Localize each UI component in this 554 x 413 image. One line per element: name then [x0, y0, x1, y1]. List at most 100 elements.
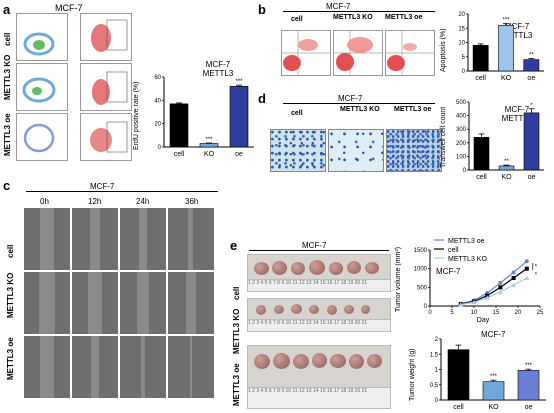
- panel-e-row-oe: METTL3 oe: [232, 363, 241, 406]
- panel-d-label: d: [258, 91, 266, 106]
- scratch-oe-24h: [120, 336, 166, 398]
- bar-KO: [498, 165, 515, 171]
- panel-b-col-cell: cell: [291, 16, 303, 23]
- significance-mark: ***: [525, 363, 533, 369]
- significance-mark: ***: [490, 374, 498, 380]
- chart-b-plot: 0 5 10 15 20 cell *** KO ** oe: [458, 12, 544, 82]
- x-tick-label: cell: [476, 174, 487, 181]
- y-tick-label: 1000: [414, 267, 428, 273]
- y-tick-label: 15: [458, 26, 465, 32]
- bar-cell: [473, 137, 490, 171]
- data-point: [524, 259, 529, 264]
- significance-mark: **: [504, 159, 509, 165]
- chart-e-weight-ylabel: Tumor weight (g): [409, 348, 416, 401]
- significance-mark: *: [535, 264, 538, 270]
- chart-e-weight-plot: 0 0.5 1 1.5 2 cell *** KO *** oe: [430, 337, 546, 411]
- panel-c-label: c: [3, 178, 11, 193]
- panel-e-row-ko: METTL3 KO: [232, 308, 241, 354]
- data-point: [511, 270, 516, 275]
- panel-c-time-0h: 0h: [40, 197, 49, 206]
- x-tick-label: oe: [527, 75, 535, 82]
- panel-c-row-ko: METTL3 KO: [6, 272, 15, 318]
- panel-d-col-cell: cell: [291, 110, 303, 117]
- x-tick-label: cell: [174, 151, 185, 158]
- flow-plot-b-oe: [385, 30, 435, 76]
- flow-plot-a-cell-left: [16, 13, 68, 61]
- bar-oe: [517, 370, 540, 401]
- chart-b-title-1: MCF-7: [505, 22, 530, 31]
- panel-a-label: a: [3, 2, 11, 17]
- y-tick-label: 1.5: [430, 352, 439, 358]
- series-line-1: [460, 268, 528, 305]
- bar-oe: [523, 59, 540, 72]
- chart-b-svg: MCF-7 METTL3 Apoptosis (%) 0 5 10 15 20 cell *…: [440, 12, 544, 82]
- chart-e-volume-xlabel: Day: [477, 317, 490, 324]
- y-tick-label: 20: [458, 12, 465, 18]
- flow-plot-b-cell: [281, 30, 331, 76]
- panel-c-row-oe: METTL3 oe: [6, 337, 15, 380]
- bar-oe: [523, 112, 540, 171]
- x-tick-label: oe: [528, 174, 536, 181]
- data-point: [498, 280, 503, 285]
- tumor-photo-oe: 1 2 3 4 5 6 7 8 9 10 11 12 13 14 15 16 1…: [247, 345, 391, 409]
- significance-mark: ***: [235, 79, 243, 85]
- scratch-oe-36h: [168, 336, 214, 398]
- panel-c-time-36h: 36h: [185, 197, 199, 206]
- panel-a-row-cell: cell: [3, 32, 12, 46]
- legend-label: METTL3 KO: [448, 256, 487, 263]
- panel-c-row-cell: cell: [6, 244, 15, 258]
- flow-plot-a-ko-left: [16, 63, 68, 111]
- y-tick-label: 200: [456, 141, 467, 147]
- panel-c-time-12h: 12h: [88, 197, 102, 206]
- data-point: [498, 285, 503, 290]
- chart-a-plot: 0 20 40 60 cell *** KO *** oe: [154, 75, 254, 158]
- x-tick-label: oe: [235, 151, 243, 158]
- scratch-ko-36h: [168, 272, 214, 334]
- chart-e-weight-svg: Tumor weight (g) MCF-7 0 0.5 1 1.5 2 cell *** K…: [409, 330, 546, 411]
- x-tick-label: KO: [501, 75, 512, 82]
- x-tick-label: 20: [515, 310, 522, 316]
- data-point: [524, 266, 529, 271]
- data-point: [511, 282, 517, 288]
- significance-mark: ***: [502, 18, 510, 24]
- chart-d-title-2: METTL3: [502, 114, 533, 123]
- data-point: [511, 276, 516, 280]
- data-point: [484, 295, 490, 300]
- chart-d-title-1: MCF-7: [505, 105, 530, 114]
- chart-b-ylabel: Apoptosis (%): [440, 28, 447, 72]
- y-tick-label: 1500: [414, 248, 428, 254]
- legend-label: METTL3 oe: [448, 238, 485, 245]
- panel-e-title-rule: [249, 250, 389, 251]
- y-tick-label: 60: [154, 75, 161, 81]
- chart-a-svg: MCF-7 METTL3 ErdU positive rate (%) 0 20 4…: [133, 60, 254, 158]
- panel-b-title: MCF-7: [326, 2, 351, 11]
- significance-mark: *: [530, 103, 533, 109]
- chart-e-weight-inner-title: MCF-7: [481, 330, 506, 339]
- y-tick-label: 0: [424, 304, 428, 310]
- panel-d-col-ko: METTL3 KO: [340, 106, 380, 113]
- panel-c-title-rule: [26, 191, 218, 192]
- scratch-ko-12h: [72, 272, 118, 334]
- y-tick-label: 40: [154, 98, 161, 104]
- chart-a-title-1: MCF-7: [206, 60, 231, 69]
- significance-mark: ***: [205, 137, 213, 143]
- panel-b-col-oe: METTL3 oe: [385, 14, 423, 21]
- flow-plot-a-oe-right: [80, 113, 132, 161]
- panel-b-title-rule: [283, 11, 435, 12]
- flow-plot-a-cell-right: [80, 13, 132, 61]
- panel-e-label: e: [230, 238, 238, 253]
- panel-e-row-cell: cell: [232, 286, 241, 300]
- transwell-image-cell: [270, 129, 326, 172]
- y-tick-label: 500: [417, 285, 428, 291]
- chart-d-plot: 0 100 200 300 400 500 cell ** KO * oe: [456, 100, 544, 181]
- x-tick-label: cell: [453, 404, 464, 411]
- series-line-2: [460, 277, 528, 306]
- panel-a-row-oe: METTL3 oe: [3, 113, 12, 156]
- data-point: [524, 275, 530, 280]
- bar-cell: [472, 45, 489, 72]
- scratch-oe-0h: [24, 336, 70, 398]
- data-point: [458, 302, 464, 307]
- legend-label: cell: [448, 247, 459, 254]
- panel-c-title: MCF-7: [90, 182, 115, 191]
- chart-a-title-2: METTL3: [203, 69, 234, 78]
